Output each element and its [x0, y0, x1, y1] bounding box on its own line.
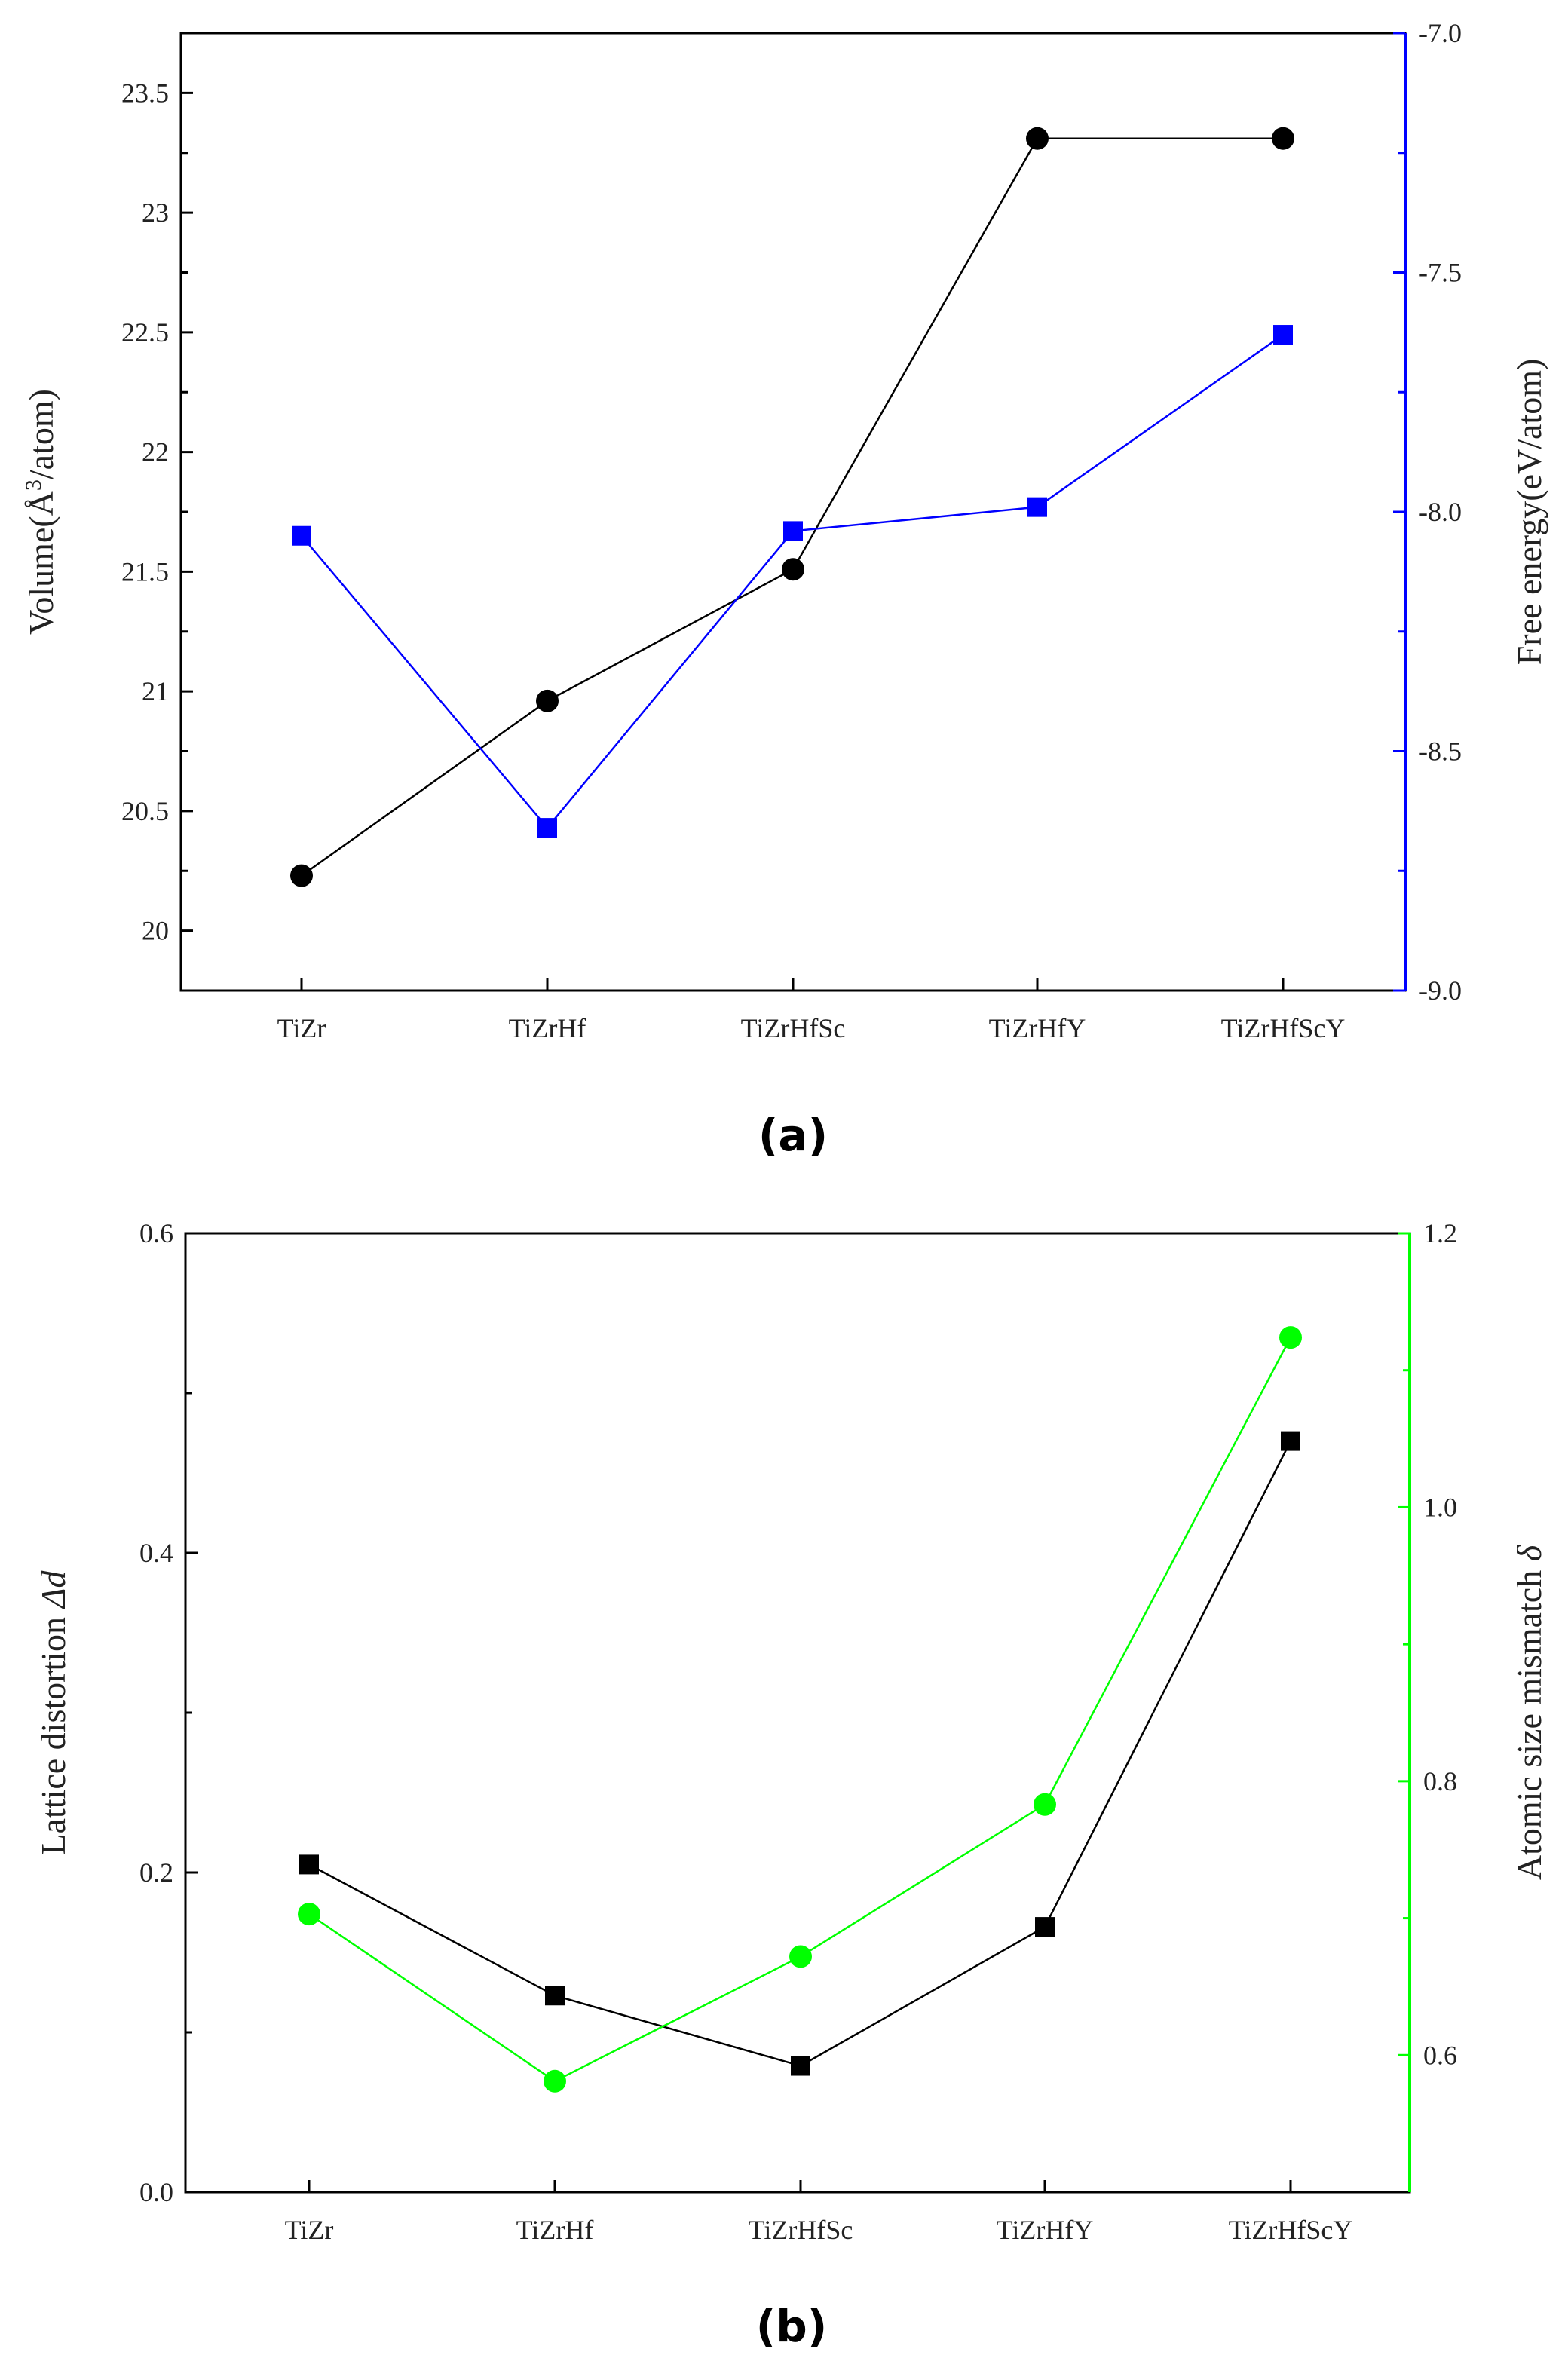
panel-b-label: (b) — [756, 2301, 828, 2352]
left-tick-label: 0.2 — [139, 1857, 173, 1888]
panel-b-chart: 0.0 0.2 0.4 0.6 0.6 0.8 1.0 1.2 TiZr TiZrHf TiZrHf… — [34, 1218, 1548, 2245]
data-point-tizrhfsc — [782, 558, 804, 581]
left-tick-label: 0.4 — [139, 1538, 173, 1568]
x-tick-label-tizrhfscy: TiZrHfScY — [1229, 2215, 1353, 2245]
left-tick-label: 20 — [142, 916, 169, 946]
right-tick-label: -9.0 — [1419, 975, 1462, 1006]
panel-b-right-axis-title: Atomic size mismatch δ — [1510, 1545, 1548, 1880]
left-tick-label: 22 — [142, 437, 169, 467]
left-tick-label: 0.6 — [139, 1218, 173, 1248]
data-point-tizrhf — [537, 818, 557, 838]
left-tick-label: 0.0 — [139, 2177, 173, 2207]
left-tick-label: 21 — [142, 676, 169, 706]
series-line-atomic-size-mismatch — [308, 1337, 1292, 2083]
right-tick-label: 1.2 — [1423, 1218, 1457, 1248]
right-tick-label: -8.0 — [1419, 497, 1462, 527]
data-point-tizrhfsc — [783, 521, 803, 541]
x-tick-label-tizr: TiZr — [285, 2215, 334, 2245]
data-point-tizr — [299, 1854, 319, 1875]
right-tick-label: 0.8 — [1423, 1766, 1457, 1796]
data-point-tizr — [298, 1903, 320, 1926]
series-line-free-energy — [301, 334, 1284, 830]
data-point-tizrhfscy — [1281, 1431, 1300, 1451]
panel-a-chart: 20 20.5 21 21.5 22 22.5 23 23.5 -9.0 -8.5 -8.0 -7.5… — [21, 18, 1548, 1043]
x-tick-label-tizr: TiZr — [277, 1013, 326, 1043]
panel-a-plot-frame — [179, 32, 1407, 992]
panel-b-left-axis-title: Lattice distortion Δd — [34, 1569, 72, 1854]
data-point-tizr — [292, 525, 311, 546]
x-tick-label-tizrhf: TiZrHf — [516, 2215, 594, 2245]
series-line-lattice-distortion — [308, 1441, 1292, 2067]
left-tick-label: 23.5 — [121, 78, 169, 108]
data-point-tizrhfscy — [1273, 325, 1293, 345]
x-tick-label-tizrhfsc: TiZrHfSc — [749, 2215, 853, 2245]
right-tick-label: 1.0 — [1423, 1492, 1457, 1522]
x-tick-label-tizrhfy: TiZrHfY — [997, 2215, 1094, 2245]
right-tick-label: -7.0 — [1419, 18, 1462, 48]
panel-a-label: (a) — [758, 1110, 828, 1161]
left-tick-label: 21.5 — [121, 556, 169, 586]
left-tick-label: 23 — [142, 198, 169, 228]
right-tick-label: 0.6 — [1423, 2040, 1457, 2070]
data-point-tizrhfscy — [1272, 127, 1294, 150]
x-tick-label-tizrhfsc: TiZrHfSc — [741, 1013, 846, 1043]
x-tick-label-tizrhfscy: TiZrHfScY — [1221, 1013, 1346, 1043]
panel-a-right-axis-title: Free energy(eV/atom) — [1510, 359, 1548, 666]
data-point-tizrhf — [544, 2069, 566, 2093]
data-point-tizrhfsc — [789, 1945, 812, 1968]
data-point-tizr — [290, 864, 313, 887]
data-point-tizrhf — [545, 1986, 565, 2006]
data-point-tizrhfy — [1034, 1793, 1056, 1816]
x-tick-label-tizrhf: TiZrHf — [509, 1013, 586, 1043]
left-tick-label: 20.5 — [121, 796, 169, 826]
x-tick-label-tizrhfy: TiZrHfY — [989, 1013, 1086, 1043]
data-point-tizrhf — [536, 689, 559, 712]
data-point-tizrhfy — [1027, 497, 1047, 517]
right-tick-label: -8.5 — [1419, 736, 1462, 767]
panel-b-plot-frame — [184, 1232, 1411, 2194]
series-line-volume — [301, 137, 1283, 877]
left-tick-label: 22.5 — [121, 317, 169, 348]
data-point-tizrhfy — [1026, 127, 1049, 150]
data-point-tizrhfscy — [1279, 1326, 1302, 1349]
panel-a-left-axis-title: Volume(Å3/atom) — [21, 389, 60, 635]
data-point-tizrhfsc — [791, 2056, 810, 2076]
right-tick-label: -7.5 — [1419, 258, 1462, 288]
data-point-tizrhfy — [1035, 1917, 1055, 1937]
